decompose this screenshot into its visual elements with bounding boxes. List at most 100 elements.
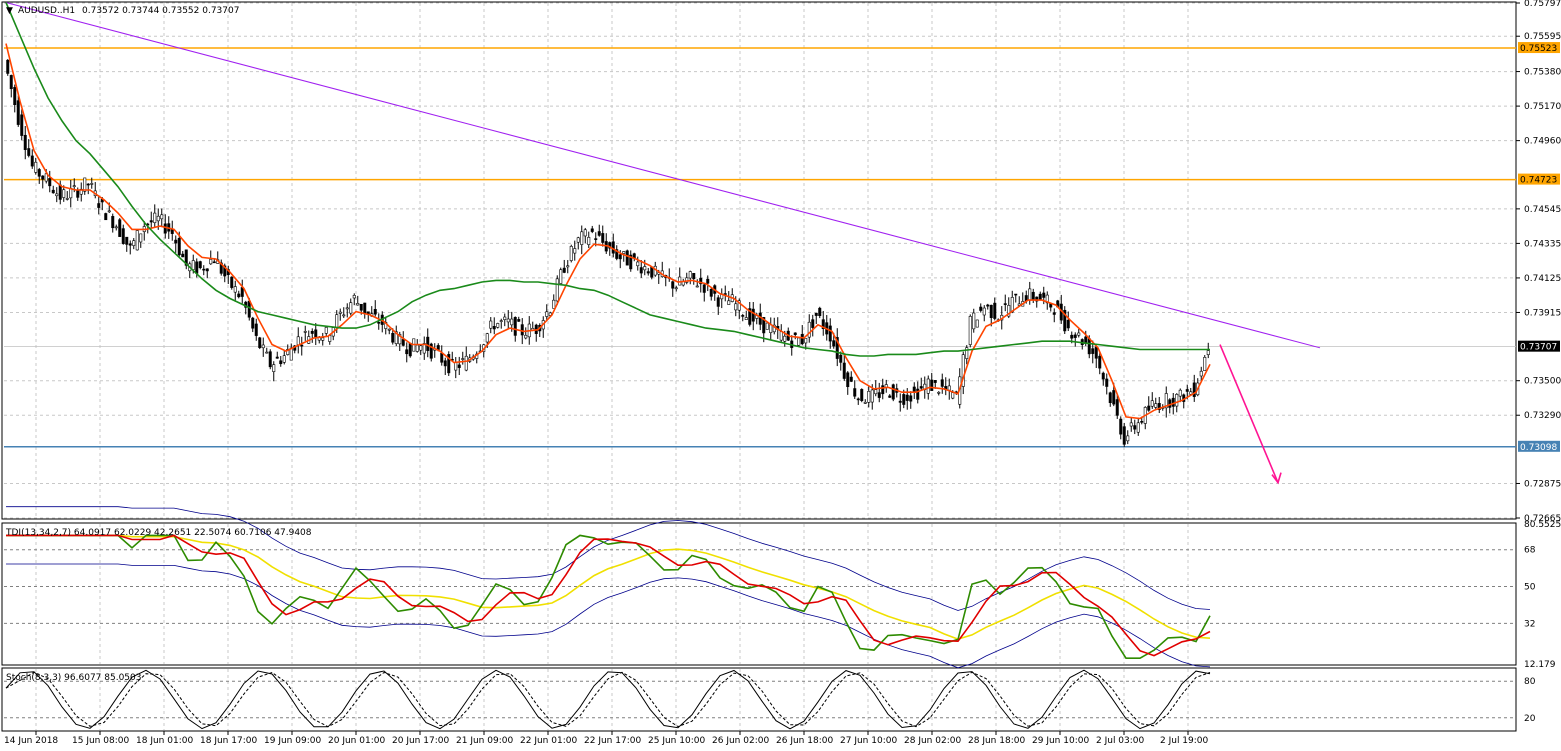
- stoch-indicator: [4, 669, 1516, 730]
- time-tick-label: 2 Jul 03:00: [1096, 736, 1145, 746]
- candle-body: [282, 355, 286, 363]
- candle-body: [576, 237, 580, 243]
- candle-body: [27, 148, 31, 156]
- candle-body: [447, 354, 451, 374]
- price-tick-label: 0.75380: [1524, 68, 1561, 78]
- candle-body: [303, 331, 307, 333]
- candle-body: [121, 228, 125, 244]
- candle-body: [398, 333, 402, 345]
- candle-body: [338, 311, 342, 314]
- candle-body: [646, 271, 650, 274]
- candle-body: [1199, 370, 1203, 377]
- candle-body: [55, 193, 59, 197]
- candle-body: [821, 319, 825, 329]
- candle-body: [195, 261, 199, 274]
- candle-body: [545, 311, 549, 317]
- candle-body: [723, 293, 727, 295]
- candle-body: [902, 394, 906, 405]
- candle-body: [517, 319, 521, 322]
- candle-body: [300, 344, 304, 347]
- candle-body: [1091, 348, 1095, 354]
- candle-body: [401, 339, 405, 346]
- candle-body: [1094, 346, 1098, 359]
- candle-body: [90, 183, 94, 185]
- candle-body: [1105, 378, 1109, 387]
- candle-body: [1014, 293, 1018, 296]
- candle-body: [1150, 400, 1154, 407]
- candle-body: [1164, 393, 1168, 409]
- candle-body: [352, 295, 356, 299]
- candle-body: [1203, 357, 1207, 371]
- tdi-pane-frame: [1, 522, 1517, 666]
- candle-body: [62, 189, 66, 198]
- candle-body: [615, 249, 619, 259]
- candle-body: [594, 238, 598, 240]
- candle-body: [279, 360, 283, 365]
- candle-body: [881, 385, 885, 395]
- candle-body: [72, 185, 76, 187]
- candle-body: [891, 384, 895, 400]
- candle-body: [1206, 350, 1210, 355]
- candle-body: [489, 320, 493, 329]
- candle-body: [702, 284, 706, 293]
- candle-body: [947, 385, 951, 391]
- candle-body: [856, 398, 860, 401]
- candle-body: [688, 271, 692, 279]
- candle-body: [1073, 334, 1077, 338]
- time-tick-label: 26 Jun 02:00: [712, 736, 769, 746]
- time-tick-label: 28 Jun 02:00: [904, 736, 961, 746]
- candle-body: [16, 100, 20, 125]
- candle-body: [874, 389, 878, 395]
- forecast-arrow-layer: [1219, 344, 1282, 485]
- price-tick-label: 0.74335: [1524, 239, 1561, 249]
- candle-body: [1045, 294, 1049, 304]
- candle-body: [674, 287, 678, 290]
- candle-body: [345, 307, 349, 310]
- candle-body: [793, 332, 797, 335]
- candle-body: [265, 351, 269, 354]
- chart-header-arrow[interactable]: ▼: [6, 6, 13, 16]
- candle-body: [160, 214, 164, 220]
- candle-body: [48, 178, 52, 187]
- candle-body: [1052, 312, 1056, 315]
- candle-body: [296, 336, 300, 346]
- candle-body: [748, 308, 752, 325]
- candle-body: [30, 155, 34, 167]
- time-tick-label: 26 Jun 18:00: [776, 736, 833, 746]
- candle-body: [650, 266, 654, 278]
- price-tick-label: 0.74125: [1524, 274, 1561, 284]
- time-tick-label: 22 Jun 17:00: [584, 736, 641, 746]
- candle-body: [751, 308, 755, 322]
- candle-body: [254, 323, 258, 336]
- candle-body: [1035, 296, 1039, 302]
- candle-body: [9, 75, 13, 90]
- candle-body: [503, 316, 507, 320]
- candle-body: [202, 268, 206, 271]
- price-tick-label: 0.72665: [1524, 514, 1561, 524]
- candle-body: [909, 395, 913, 402]
- candle-body: [132, 240, 136, 246]
- candle-body: [149, 220, 153, 223]
- candle-body: [930, 379, 934, 391]
- horizontal-levels: [4, 47, 1516, 448]
- candle-body: [860, 389, 864, 401]
- candle-body: [765, 322, 769, 330]
- candle-body: [849, 376, 853, 382]
- candle-body: [625, 250, 629, 266]
- candle-body: [125, 236, 129, 245]
- candle-body: [506, 318, 510, 323]
- price-tick-label: 0.72875: [1524, 479, 1561, 489]
- time-tick-label: 22 Jun 01:00: [520, 736, 577, 746]
- candle-body: [233, 286, 237, 293]
- candle-body: [1077, 332, 1081, 336]
- candle-body: [258, 337, 262, 348]
- candle-body: [636, 261, 640, 267]
- candle-body: [261, 344, 265, 349]
- candle-body: [877, 392, 881, 398]
- candle-body: [163, 223, 167, 234]
- candle-body: [1129, 422, 1133, 427]
- time-tick-label: 19 Jun 09:00: [264, 736, 321, 746]
- time-tick-label: 14 Jun 2018: [4, 736, 58, 746]
- candle-body: [391, 333, 395, 343]
- time-tick-label: 29 Jun 10:00: [1032, 736, 1089, 746]
